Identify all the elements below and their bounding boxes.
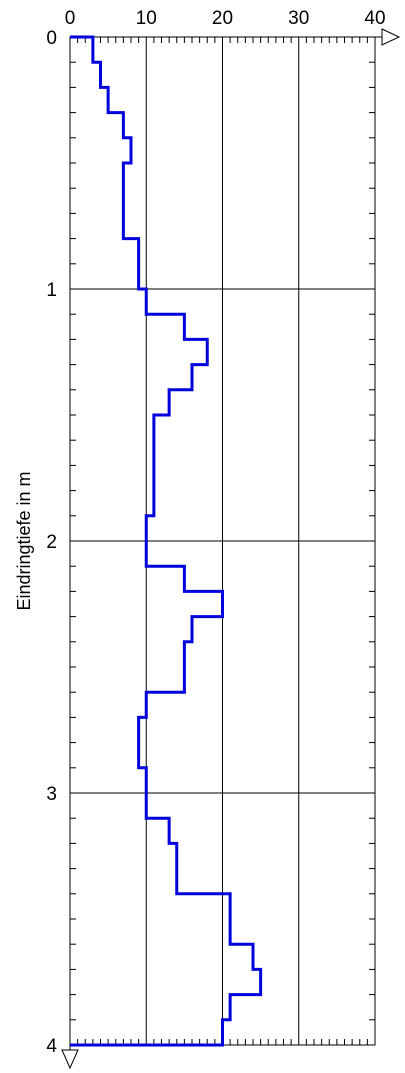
- x-tick-label: 20: [212, 8, 233, 29]
- y-tick-label: 2: [46, 532, 57, 553]
- y-tick-labels: 0 1 2 3 4: [46, 28, 57, 1057]
- x-tick-label: 40: [364, 8, 385, 29]
- y-tick-label: 4: [46, 1036, 57, 1057]
- y-tick-label: 3: [46, 784, 57, 805]
- x-tick-label: 30: [288, 8, 309, 29]
- y-tick-label: 0: [46, 28, 57, 49]
- minor-ticks: [70, 37, 375, 1045]
- x-tick-label: 10: [136, 8, 157, 29]
- y-axis-arrow-icon: [61, 1049, 79, 1070]
- x-tick-label: 0: [65, 8, 76, 29]
- series-line: [70, 35, 263, 1047]
- x-axis-arrow-icon: [381, 28, 401, 46]
- y-tick-label: 1: [46, 280, 57, 301]
- x-tick-labels: 0 10 20 30 40: [65, 8, 386, 29]
- y-axis-label: Eindringtiefe in m: [14, 471, 34, 610]
